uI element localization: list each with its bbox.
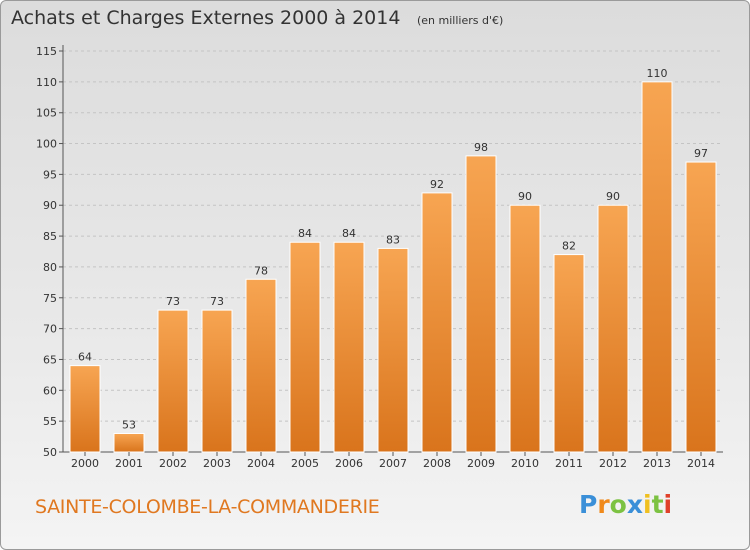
x-tick-label: 2001: [115, 457, 143, 470]
y-tick-label: 80: [43, 261, 57, 274]
y-tick-label: 90: [43, 199, 57, 212]
bar-value-label: 53: [122, 418, 136, 431]
bar-2000: [69, 365, 101, 453]
x-tick-label: 2013: [643, 457, 671, 470]
y-tick-label: 65: [43, 353, 57, 366]
x-tick-label: 2009: [467, 457, 495, 470]
logo-letter: i: [643, 490, 652, 519]
bar-value-label: 64: [78, 351, 92, 364]
logo-letter: t: [651, 490, 664, 519]
y-tick-label: 50: [43, 446, 57, 459]
x-tick-label: 2007: [379, 457, 407, 470]
x-tick-label: 2005: [291, 457, 319, 470]
logo-letter: i: [663, 490, 673, 519]
logo-letter: r: [597, 490, 610, 519]
bar-2004: [245, 278, 277, 453]
x-tick-label: 2014: [687, 457, 715, 470]
x-tick-label: 2011: [555, 457, 583, 470]
bar-2014: [685, 161, 717, 453]
y-tick-label: 100: [36, 138, 57, 151]
x-tick-label: 2002: [159, 457, 187, 470]
bar-value-label: 82: [562, 240, 576, 253]
bar-value-label: 78: [254, 264, 268, 277]
x-tick-label: 2004: [247, 457, 275, 470]
bar-2009: [465, 155, 497, 453]
bar-value-label: 110: [647, 67, 668, 80]
logo-letter: P: [579, 490, 598, 519]
bar-value-label: 97: [694, 147, 708, 160]
bar-2006: [333, 241, 365, 453]
bar-value-label: 84: [298, 227, 312, 240]
y-tick-label: 55: [43, 415, 57, 428]
x-tick-label: 2000: [71, 457, 99, 470]
y-tick-label: 110: [36, 76, 57, 89]
bar-2012: [597, 204, 629, 453]
chart-subtitle: (en milliers d'€): [417, 14, 504, 27]
bar-2005: [289, 241, 321, 453]
bar-value-label: 84: [342, 227, 356, 240]
bar-2011: [553, 254, 585, 453]
chart-title: Achats et Charges Externes 2000 à 2014: [11, 7, 401, 29]
bar-value-label: 90: [606, 190, 620, 203]
y-tick-label: 85: [43, 230, 57, 243]
y-tick-label: 75: [43, 292, 57, 305]
bar-value-label: 83: [386, 233, 400, 246]
bar-value-label: 92: [430, 178, 444, 191]
bar-value-label: 90: [518, 190, 532, 203]
bar-value-label: 73: [210, 295, 224, 308]
x-tick-label: 2008: [423, 457, 451, 470]
y-tick-label: 95: [43, 168, 57, 181]
y-tick-label: 115: [36, 45, 57, 58]
x-tick-label: 2012: [599, 457, 627, 470]
y-tick-label: 105: [36, 107, 57, 120]
x-tick-label: 2010: [511, 457, 539, 470]
bar-2003: [201, 309, 233, 453]
bar-value-label: 73: [166, 295, 180, 308]
x-tick-label: 2003: [203, 457, 231, 470]
y-tick-label: 70: [43, 323, 57, 336]
bar-2007: [377, 247, 409, 453]
x-tick-label: 2006: [335, 457, 363, 470]
bar-2013: [641, 81, 673, 453]
bar-value-label: 98: [474, 141, 488, 154]
bar-2001: [113, 432, 145, 453]
bar-2008: [421, 192, 453, 453]
y-tick-label: 60: [43, 384, 57, 397]
logo-letter: x: [626, 490, 643, 519]
bar-2010: [509, 204, 541, 453]
commune-name: SAINTE-COLOMBE-LA-COMMANDERIE: [35, 496, 380, 518]
bar-2002: [157, 309, 189, 453]
proxiti-logo: Proxiti: [579, 490, 672, 519]
logo-letter: o: [609, 490, 627, 519]
